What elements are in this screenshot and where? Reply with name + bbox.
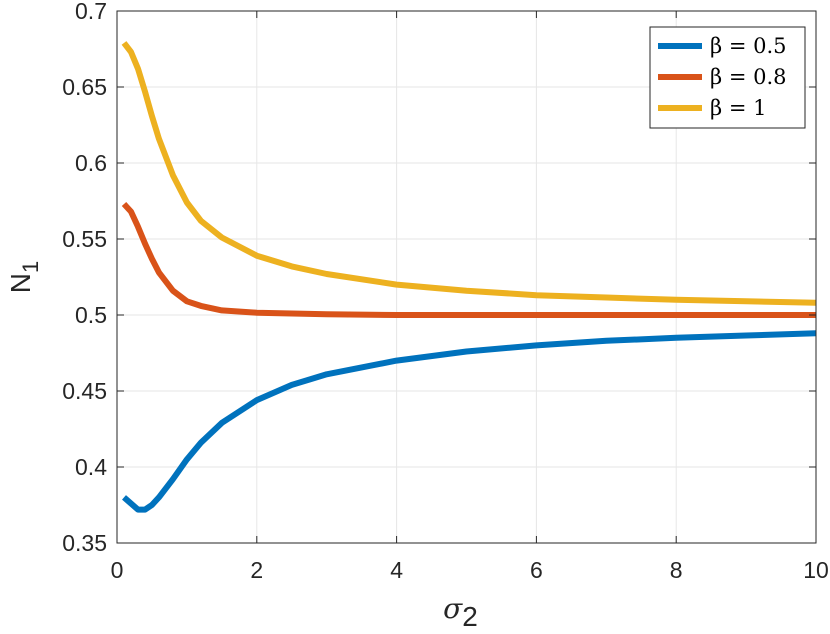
legend: β = 0.5 β = 0.8 β = 1 — [649, 26, 806, 129]
x-tick-label: 2 — [250, 557, 263, 583]
tick-labels: 0 2 4 6 8 10 0.35 0.4 0.45 0.5 0.55 0.6 0.65 0.7 — [62, 0, 829, 583]
y-axis-label-main: N — [5, 273, 36, 293]
y-tick-label: 0.5 — [75, 302, 107, 328]
legend-entry-3: β = 1 — [710, 96, 766, 120]
legend-entry-2: β = 0.8 — [710, 65, 786, 89]
x-axis-label: σ2 — [443, 592, 478, 632]
legend-entry-1: β = 0.5 — [710, 34, 786, 58]
x-tick-label: 8 — [670, 557, 683, 583]
y-axis-label-subscript: 1 — [18, 261, 43, 273]
series-line-1 — [122, 330, 817, 513]
x-tick-label: 10 — [803, 557, 829, 583]
x-axis-label-subscript: 2 — [462, 601, 478, 632]
x-tick-label: 6 — [530, 557, 543, 583]
y-tick-label: 0.6 — [75, 150, 107, 176]
series-line-2 — [121, 201, 816, 318]
x-tick-label: 4 — [390, 557, 403, 583]
axis-ticks — [116, 10, 817, 544]
y-tick-label: 0.35 — [62, 530, 107, 556]
y-axis-label: N1 — [5, 261, 43, 293]
y-tick-label: 0.55 — [62, 226, 107, 252]
series-line-3 — [121, 41, 817, 306]
y-tick-label: 0.65 — [62, 74, 107, 100]
plot-area-frame — [116, 10, 817, 544]
x-tick-label: 0 — [111, 557, 124, 583]
series-lines — [121, 41, 817, 513]
y-tick-label: 0.4 — [75, 454, 107, 480]
y-tick-label: 0.7 — [75, 0, 107, 24]
y-tick-label: 0.45 — [62, 378, 107, 404]
x-axis-label-main: σ — [443, 592, 463, 625]
